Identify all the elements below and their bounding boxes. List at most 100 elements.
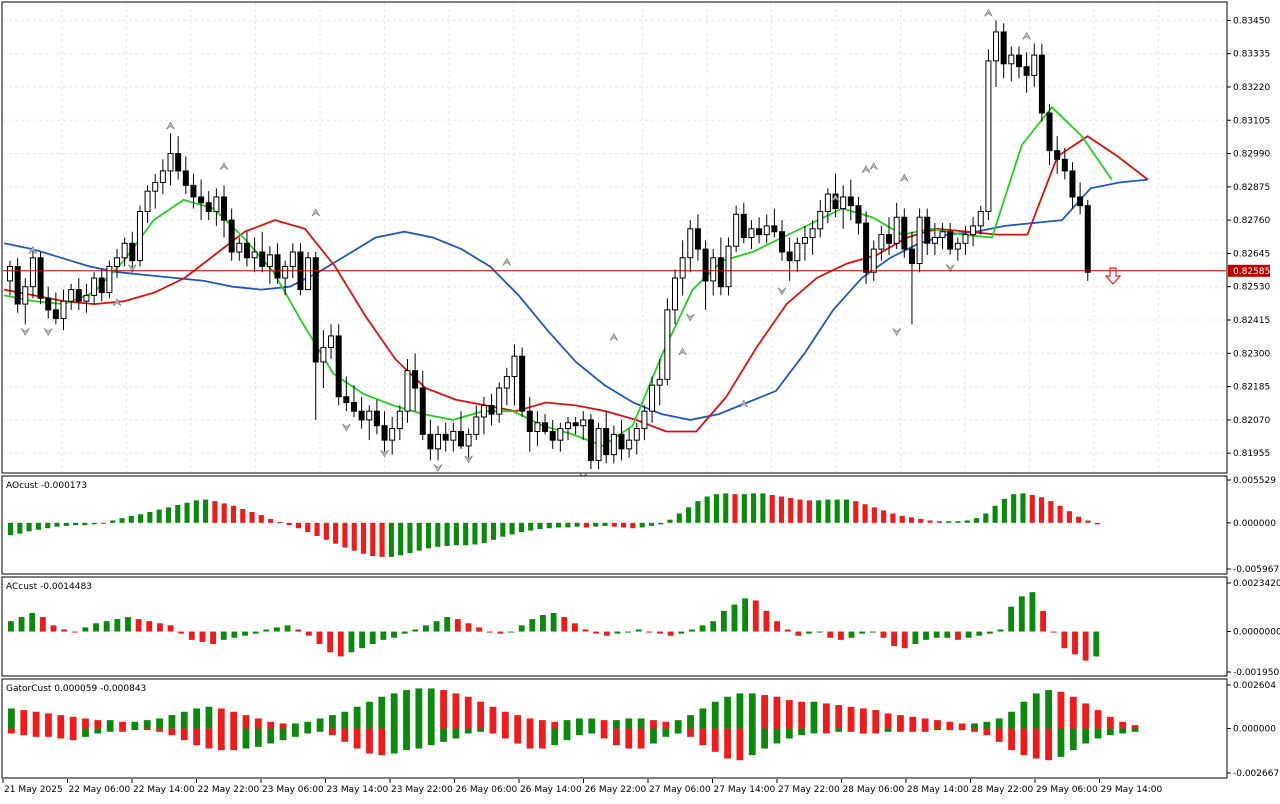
fractal-down-icon	[21, 328, 30, 336]
histogram-bar	[242, 631, 248, 636]
gator-lower-bar	[909, 728, 917, 732]
candle-body	[962, 234, 969, 244]
candle	[549, 419, 556, 449]
candle-body	[947, 231, 954, 250]
histogram-bar	[992, 505, 998, 523]
candle-body	[91, 277, 98, 296]
candle-body	[931, 237, 938, 244]
candle-body	[1038, 54, 1045, 114]
candle	[14, 257, 21, 313]
candle	[320, 330, 327, 389]
candle-body	[213, 196, 220, 212]
candle-body	[457, 430, 464, 447]
ac-axis: 0.0023420 0.0000000 -0.0019503	[1227, 579, 1280, 678]
candle	[37, 251, 44, 305]
candle	[1046, 104, 1053, 166]
histogram-bar	[71, 631, 78, 633]
histogram-bar	[816, 500, 822, 523]
candle-body	[572, 422, 579, 427]
gator-lower-bar	[1131, 728, 1139, 732]
candle-body	[358, 410, 365, 421]
gator-upper-bar	[45, 713, 52, 729]
candle-body	[916, 216, 923, 265]
histogram-bar	[760, 493, 766, 523]
candle-body	[542, 422, 549, 432]
candle	[511, 344, 518, 406]
histogram-bar	[529, 619, 536, 632]
time-tick-label: 21 May 2025	[4, 785, 63, 795]
histogram-bar	[463, 522, 469, 546]
histogram-bar	[465, 623, 472, 632]
candle	[198, 179, 205, 221]
time-tick-label: 23 May 06:00	[262, 785, 324, 795]
gator-pane[interactable]: GatorCust 0.000059 -0.000843 0.0026040.0…	[1, 678, 1279, 779]
price-pane[interactable]: 0.83450 0.83335 0.83220 0.83105 0.82990 0.828…	[1, 1, 1270, 481]
ao-pane[interactable]: AOcust -0.000173 0.005529 0.000000 -0.0059…	[1, 475, 1279, 575]
histogram-bar	[689, 629, 695, 632]
gator-lower-bar	[292, 728, 299, 737]
candle-body	[114, 257, 121, 267]
gator-upper-bar	[934, 720, 941, 729]
gator-upper-bar	[736, 693, 744, 729]
gator-lower-bar	[279, 728, 287, 741]
gator-lower-bar	[452, 728, 460, 739]
candle-body	[847, 196, 854, 207]
candle-body	[671, 277, 678, 311]
candle-body	[465, 433, 472, 447]
candle-body	[557, 428, 564, 441]
candle	[282, 260, 289, 296]
candle-body	[756, 228, 763, 236]
candle	[75, 278, 82, 310]
gator-lower-bar	[798, 728, 806, 736]
histogram-bar	[574, 522, 580, 527]
candle-body	[266, 254, 273, 267]
histogram-bar	[8, 522, 14, 536]
price-tick-label: 0.83335	[1233, 50, 1270, 60]
candle	[159, 159, 166, 195]
gator-upper-bar	[600, 720, 608, 729]
candle	[756, 217, 763, 244]
candle	[1038, 43, 1045, 122]
histogram-bar	[871, 507, 877, 523]
candle	[893, 202, 900, 250]
histogram-bar	[486, 631, 493, 633]
histogram-bar	[695, 501, 701, 523]
candle-body	[167, 153, 174, 172]
gator-lower-bar	[390, 728, 398, 754]
gator-upper-bar	[884, 713, 892, 729]
histogram-bar	[964, 520, 970, 523]
price-tick-label: 0.82415	[1233, 316, 1270, 326]
candle	[725, 237, 732, 296]
gator-lower-bar	[971, 728, 978, 732]
candle	[962, 225, 969, 255]
histogram-bar	[416, 522, 422, 551]
gator-lower-bar	[613, 728, 620, 746]
candle	[580, 411, 587, 441]
histogram-bar	[388, 522, 394, 557]
price-tick-label: 0.83450	[1233, 16, 1270, 26]
gator-lower-bar	[748, 728, 756, 756]
gator-lower-bar	[946, 728, 954, 731]
candle	[939, 223, 946, 250]
candle	[870, 240, 877, 281]
candle-body	[908, 248, 915, 265]
histogram-bar	[1038, 497, 1045, 523]
histogram-bar	[240, 508, 246, 523]
price-tick-label: 0.82760	[1233, 216, 1270, 226]
fractal-up-icon	[112, 298, 122, 307]
candle	[542, 414, 549, 435]
histogram-bar	[433, 621, 440, 632]
candle-body	[794, 242, 801, 262]
fractal-down-icon	[342, 423, 351, 432]
gator-lower-bar	[329, 728, 336, 736]
gator-histogram	[8, 688, 1139, 761]
gator-lower-bar	[662, 728, 670, 737]
gator-lower-bar	[637, 728, 645, 749]
candle	[404, 359, 411, 423]
ac-pane[interactable]: ACcust -0.0014483 0.0023420 0.0000000 -0.0…	[1, 576, 1280, 678]
candle	[519, 347, 526, 417]
gator-upper-bar	[909, 716, 917, 729]
candle-body	[106, 265, 113, 294]
candle	[916, 208, 923, 273]
